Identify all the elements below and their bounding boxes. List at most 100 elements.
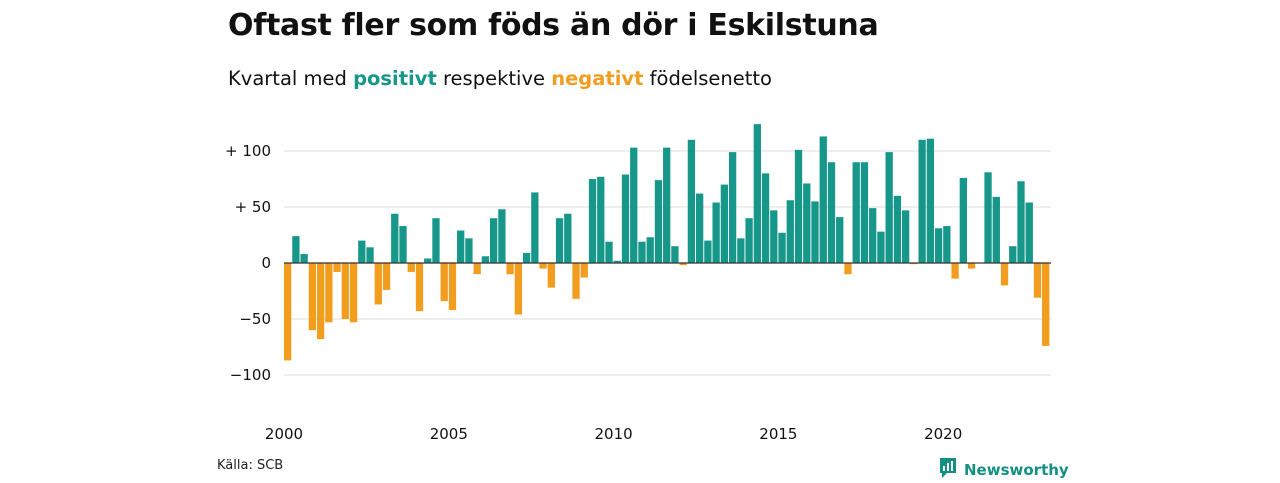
bar [374, 263, 382, 305]
bar [498, 209, 506, 263]
x-tick-label: 2015 [759, 425, 797, 443]
bar [522, 252, 531, 263]
bar [943, 226, 951, 263]
bar [885, 152, 893, 263]
bar [860, 162, 869, 263]
bar [852, 162, 860, 263]
bar [300, 254, 308, 263]
bar [663, 147, 671, 263]
bar [712, 202, 720, 263]
bar [531, 192, 539, 263]
bar [761, 173, 770, 263]
bar [671, 246, 679, 263]
bar [284, 263, 292, 361]
bar [844, 263, 852, 275]
bar [333, 263, 341, 272]
bar [481, 256, 490, 263]
bar [687, 139, 696, 263]
bar [506, 263, 514, 275]
bar [448, 263, 457, 311]
bar [836, 217, 844, 263]
bar [424, 258, 432, 263]
bar [786, 200, 794, 263]
subtitle-positive-word: positivt [353, 67, 437, 90]
bar [794, 149, 803, 263]
bar [638, 241, 646, 263]
bar [539, 263, 547, 269]
bar [654, 180, 663, 263]
bar [926, 138, 935, 263]
subtitle-suffix: födelsenetto [643, 67, 772, 90]
bar [1042, 263, 1050, 346]
bar [1025, 202, 1033, 263]
bar [1033, 263, 1042, 298]
bar [473, 263, 481, 275]
x-tick-label: 2005 [430, 425, 468, 443]
bar [580, 263, 588, 278]
bar [630, 147, 638, 263]
bar [728, 152, 737, 263]
y-tick-label: −100 [230, 366, 271, 384]
bar [992, 196, 1000, 263]
bar [819, 136, 827, 263]
bar [984, 172, 992, 263]
bar [382, 263, 391, 290]
subtitle-negative-word: negativt [551, 67, 644, 90]
bar [415, 263, 424, 312]
bar [778, 232, 786, 263]
x-tick-label: 2000 [265, 425, 303, 443]
bar [918, 139, 926, 263]
bar [869, 208, 877, 263]
bar [1017, 181, 1025, 263]
bar [902, 210, 910, 263]
bar [407, 263, 415, 272]
x-tick-label: 2020 [924, 425, 962, 443]
bar [893, 195, 902, 263]
bar [753, 124, 761, 264]
bar [621, 174, 630, 263]
bar [514, 263, 523, 315]
x-tick-label: 2010 [595, 425, 633, 443]
bar [646, 237, 654, 263]
bar [358, 240, 366, 263]
subtitle-middle: respektive [436, 67, 552, 90]
bar [465, 238, 473, 263]
bar [745, 218, 753, 263]
bar [811, 201, 819, 263]
y-tick-label: 0 [261, 254, 271, 272]
y-tick-label: + 100 [225, 142, 271, 160]
bar [1009, 246, 1017, 263]
bar [597, 176, 605, 263]
bar [679, 263, 687, 266]
bar [457, 230, 465, 263]
bar [440, 263, 448, 302]
bar [959, 177, 967, 263]
bar [316, 263, 325, 340]
y-tick-label: + 50 [235, 198, 271, 216]
bar [1000, 263, 1009, 286]
newsworthy-icon [938, 457, 958, 483]
bar [292, 236, 300, 263]
chart-title: Oftast fler som föds än dör i Eskilstuna [228, 8, 879, 43]
bar [555, 218, 564, 263]
bar [399, 226, 407, 263]
bar [827, 162, 836, 263]
bar [951, 263, 959, 279]
subtitle-prefix: Kvartal med [228, 67, 354, 90]
bar [877, 231, 885, 263]
y-tick-label: −50 [239, 310, 271, 328]
bar [934, 228, 943, 263]
bar [696, 193, 704, 263]
bar [341, 263, 349, 319]
bar [613, 260, 621, 263]
bar [803, 183, 811, 263]
bar [308, 263, 317, 331]
bar [490, 218, 498, 263]
bar [391, 213, 399, 263]
bar [325, 263, 333, 323]
bar [737, 238, 745, 263]
bar [967, 263, 976, 269]
bar [605, 241, 613, 263]
bar [720, 184, 729, 263]
bar [704, 240, 712, 263]
